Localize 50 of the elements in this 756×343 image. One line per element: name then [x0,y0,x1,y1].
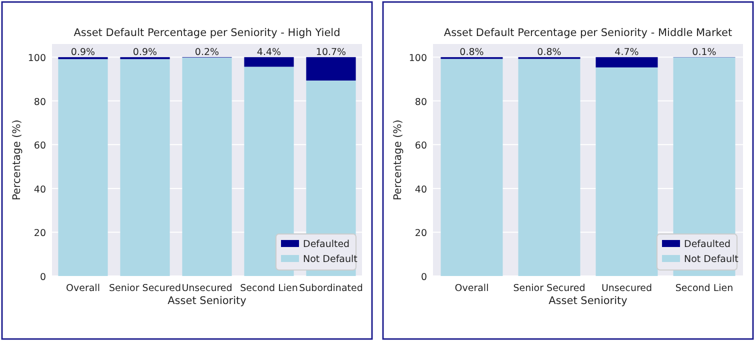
data-label: 0.8% [460,47,484,58]
data-label: 0.1% [692,47,716,58]
x-tick-label: Subordinated [299,283,363,294]
x-tick-label: Senior Secured [109,283,181,294]
y-tick-label: 80 [34,96,46,108]
x-axis-title: Asset Seniority [548,295,628,307]
x-tick-label: Second Lien [675,283,734,294]
x-tick-label: Unsecured [182,283,232,294]
bar [596,57,658,68]
x-tick-label: Senior Secured [513,283,586,294]
data-label: 10.7% [316,47,346,58]
x-tick-label: Overall [454,283,489,294]
bar [182,58,232,276]
data-label: 0.8% [537,47,562,58]
bar [244,57,294,67]
y-tick-label: 20 [414,228,427,240]
y-tick-label: 0 [40,272,46,283]
y-tick-label: 60 [414,140,427,152]
y-tick-label: 60 [34,140,46,152]
data-label: 0.9% [132,47,158,58]
x-tick-label: Second Lien [240,283,298,294]
bar [58,59,108,276]
bar [440,58,503,276]
x-axis-title: Asset Seniority [168,295,246,307]
y-tick-label: 40 [414,184,427,196]
data-label: 0.9% [70,47,96,58]
chart-title: Asset Default Percentage per Seniority - Middle Market [444,27,732,39]
bar [244,66,294,276]
y-axis-title: Percentage (%) [11,120,23,200]
legend-label: Defaulted [684,239,731,250]
bar [596,67,658,276]
x-tick-label: Overall [66,283,100,294]
data-label: 0.2% [194,47,220,58]
y-tick-label: 20 [34,228,46,240]
y-tick-label: 0 [420,272,427,283]
legend-label: Not Default [684,254,739,265]
y-tick-label: 100 [28,53,46,64]
data-label: 4.4% [256,47,282,58]
x-tick-label: Unsecured [601,283,652,294]
bar [120,59,170,276]
bar [306,57,356,81]
legend-label: Defaulted [303,239,350,250]
bar [518,58,580,276]
legend-label: Not Default [303,254,358,265]
y-tick-label: 40 [34,184,46,196]
y-tick-label: 80 [414,96,427,108]
chart-title: Asset Default Percentage per Seniority - High Yield [74,27,340,39]
y-tick-label: 100 [408,53,427,64]
data-label: 4.7% [614,47,639,58]
y-axis-title: Percentage (%) [392,120,404,200]
